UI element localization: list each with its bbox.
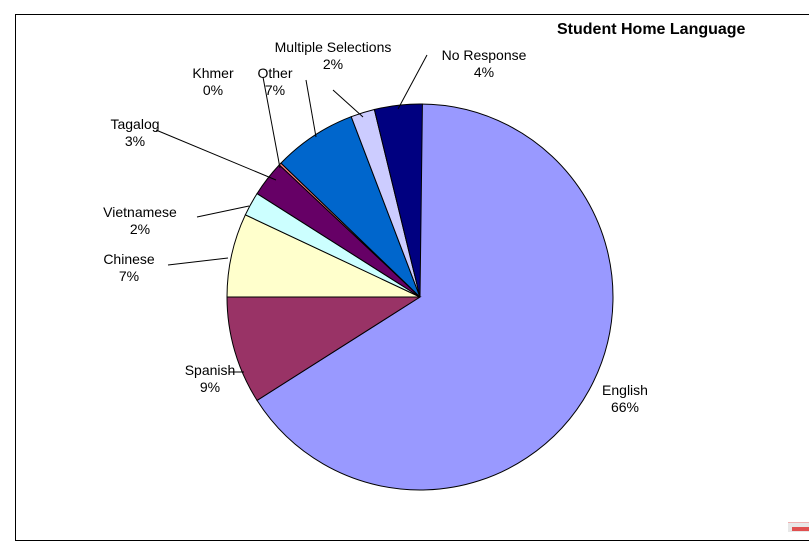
corner-watermark-badge (792, 527, 809, 531)
slice-label-name: Spanish (184, 362, 236, 378)
slice-label-multiple-selections: Multiple Selections 2% (275, 39, 392, 73)
slice-label-percent: 9% (199, 379, 221, 395)
leader-line-khmer (262, 76, 281, 169)
slice-label-vietnamese: Vietnamese 2% (103, 204, 177, 238)
leader-lines (155, 54, 428, 373)
pie-slice-english (256, 103, 614, 491)
slice-label-other: Other 7% (257, 65, 292, 99)
slice-label-percent: 4% (473, 64, 495, 80)
slice-label-percent: 0% (202, 82, 224, 98)
pie-slices (226, 103, 614, 491)
slice-label-name: No Response (441, 47, 527, 63)
slice-label-chinese: Chinese 7% (103, 251, 154, 285)
slice-label-khmer: Khmer 0% (192, 65, 233, 99)
slice-label-percent: 66% (610, 399, 640, 415)
leader-line-multiple-selections (332, 89, 364, 118)
slice-label-name: Multiple Selections (274, 39, 392, 55)
slice-label-percent: 3% (124, 133, 146, 149)
pie-slice-no-response (373, 103, 423, 298)
slice-label-tagalog: Tagalog 3% (110, 116, 159, 150)
slice-label-name: English (602, 382, 648, 398)
chart-title: Student Home Language (557, 21, 746, 38)
slice-label-percent: 2% (322, 56, 344, 72)
slice-label-name: Vietnamese (103, 204, 177, 220)
slice-label-percent: 2% (129, 221, 151, 237)
slice-label-name: Tagalog (110, 116, 160, 132)
slice-label-name: Other (257, 65, 293, 81)
slice-label-percent: 7% (264, 82, 286, 98)
slice-label-name: Khmer (192, 65, 234, 81)
slice-label-english: English 66% (602, 382, 648, 416)
slice-label-name: Chinese (103, 251, 155, 267)
leader-line-other (305, 79, 317, 138)
slice-label-percent: 7% (118, 268, 140, 284)
leader-line-chinese (167, 257, 229, 266)
slice-label-no-response: No Response 4% (442, 47, 527, 81)
leader-line-tagalog (155, 129, 277, 181)
slice-label-spanish: Spanish 9% (185, 362, 236, 396)
pie-slice-spanish (226, 296, 422, 402)
leader-line-no-response (397, 54, 428, 110)
leader-line-vietnamese (196, 205, 250, 218)
